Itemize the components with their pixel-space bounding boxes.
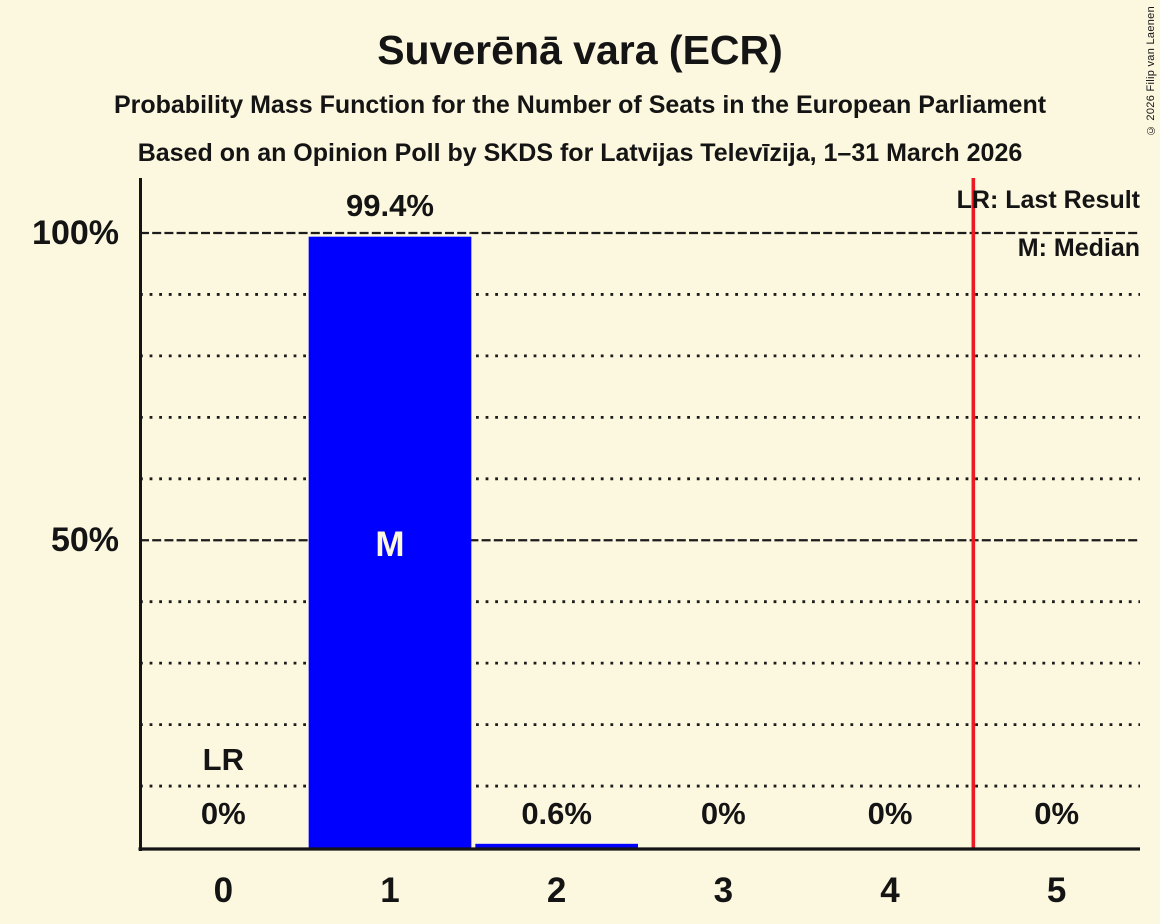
- bar-value-label-2: 0.6%: [521, 796, 592, 831]
- chart-title: Suverēnā vara (ECR): [377, 27, 783, 73]
- x-tick-label-2: 2: [546, 871, 567, 910]
- x-tick-label-0: 0: [213, 871, 234, 910]
- copyright-notice: © 2026 Filip van Laenen: [1145, 6, 1157, 137]
- y-axis-tick-label-100: 100%: [32, 214, 119, 252]
- pmf-bar-seat-2: [475, 843, 638, 849]
- x-tick-label-4: 4: [880, 871, 900, 910]
- bar-value-label-1: 99.4%: [346, 187, 434, 223]
- x-tick-label-5: 5: [1046, 871, 1067, 910]
- x-tick-label-1: 1: [380, 871, 400, 910]
- x-tick-label-3: 3: [713, 871, 734, 910]
- y-axis-tick-label-50: 50%: [50, 521, 119, 560]
- bar-value-label-3: 0%: [700, 796, 746, 831]
- median-annotation: M: [375, 525, 405, 564]
- legend-median: M: Median: [1017, 234, 1140, 262]
- chart-subtitle-line1: Probability Mass Function for the Number…: [113, 91, 1047, 119]
- chart-subtitle-line2: Based on an Opinion Poll by SKDS for Lat…: [137, 139, 1023, 167]
- bar-value-label-0: 0%: [200, 796, 246, 831]
- pmf-bar-seat-1: [308, 236, 472, 849]
- legend-last-result: LR: Last Result: [956, 186, 1140, 214]
- last-result-annotation: LR: [202, 742, 244, 777]
- bar-value-label-4: 0%: [867, 796, 913, 831]
- bar-value-label-5: 0%: [1034, 796, 1080, 831]
